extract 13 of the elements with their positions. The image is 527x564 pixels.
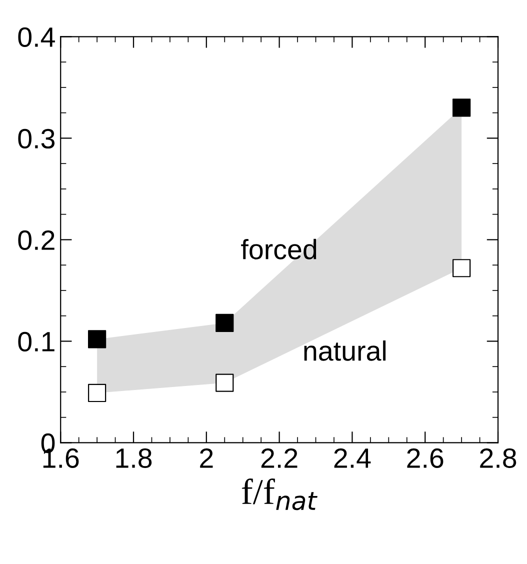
annotation: natural: [304, 340, 386, 361]
x-tick-label: 2: [200, 448, 213, 468]
x-tick-label: 2.4: [334, 448, 371, 468]
y-tick-label: 0.4: [18, 27, 55, 47]
annotation: forced: [241, 238, 316, 260]
x-tick-label: 1.8: [116, 448, 152, 468]
y-tick-label: 0.2: [18, 230, 54, 250]
x-tick-label: 2.8: [480, 448, 516, 468]
y-tick-label: 0.1: [18, 332, 54, 352]
y-tick-label: 0.3: [18, 128, 55, 149]
x-axis-title: f/f$_{nat}$: [242, 478, 318, 510]
x-tick-label: 2.2: [261, 448, 298, 468]
x-tick-label: 2.6: [407, 448, 444, 468]
